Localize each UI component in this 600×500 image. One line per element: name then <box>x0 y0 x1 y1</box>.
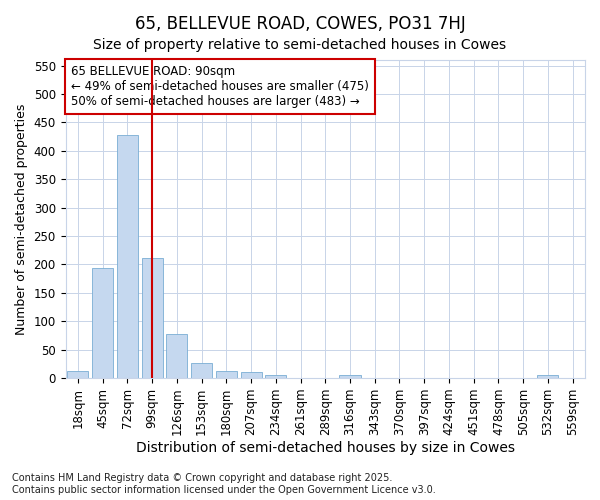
Text: Contains HM Land Registry data © Crown copyright and database right 2025.
Contai: Contains HM Land Registry data © Crown c… <box>12 474 436 495</box>
Bar <box>92 268 113 378</box>
Bar <box>191 363 212 378</box>
Bar <box>241 372 262 378</box>
Bar <box>142 258 163 378</box>
Bar <box>216 370 237 378</box>
Y-axis label: Number of semi-detached properties: Number of semi-detached properties <box>15 104 28 334</box>
X-axis label: Distribution of semi-detached houses by size in Cowes: Distribution of semi-detached houses by … <box>136 441 515 455</box>
Bar <box>265 376 286 378</box>
Bar <box>166 334 187 378</box>
Text: 65 BELLEVUE ROAD: 90sqm
← 49% of semi-detached houses are smaller (475)
50% of s: 65 BELLEVUE ROAD: 90sqm ← 49% of semi-de… <box>71 65 368 108</box>
Bar <box>67 370 88 378</box>
Bar <box>538 376 559 378</box>
Bar <box>340 376 361 378</box>
Bar <box>117 135 138 378</box>
Text: Size of property relative to semi-detached houses in Cowes: Size of property relative to semi-detach… <box>94 38 506 52</box>
Text: 65, BELLEVUE ROAD, COWES, PO31 7HJ: 65, BELLEVUE ROAD, COWES, PO31 7HJ <box>134 15 466 33</box>
